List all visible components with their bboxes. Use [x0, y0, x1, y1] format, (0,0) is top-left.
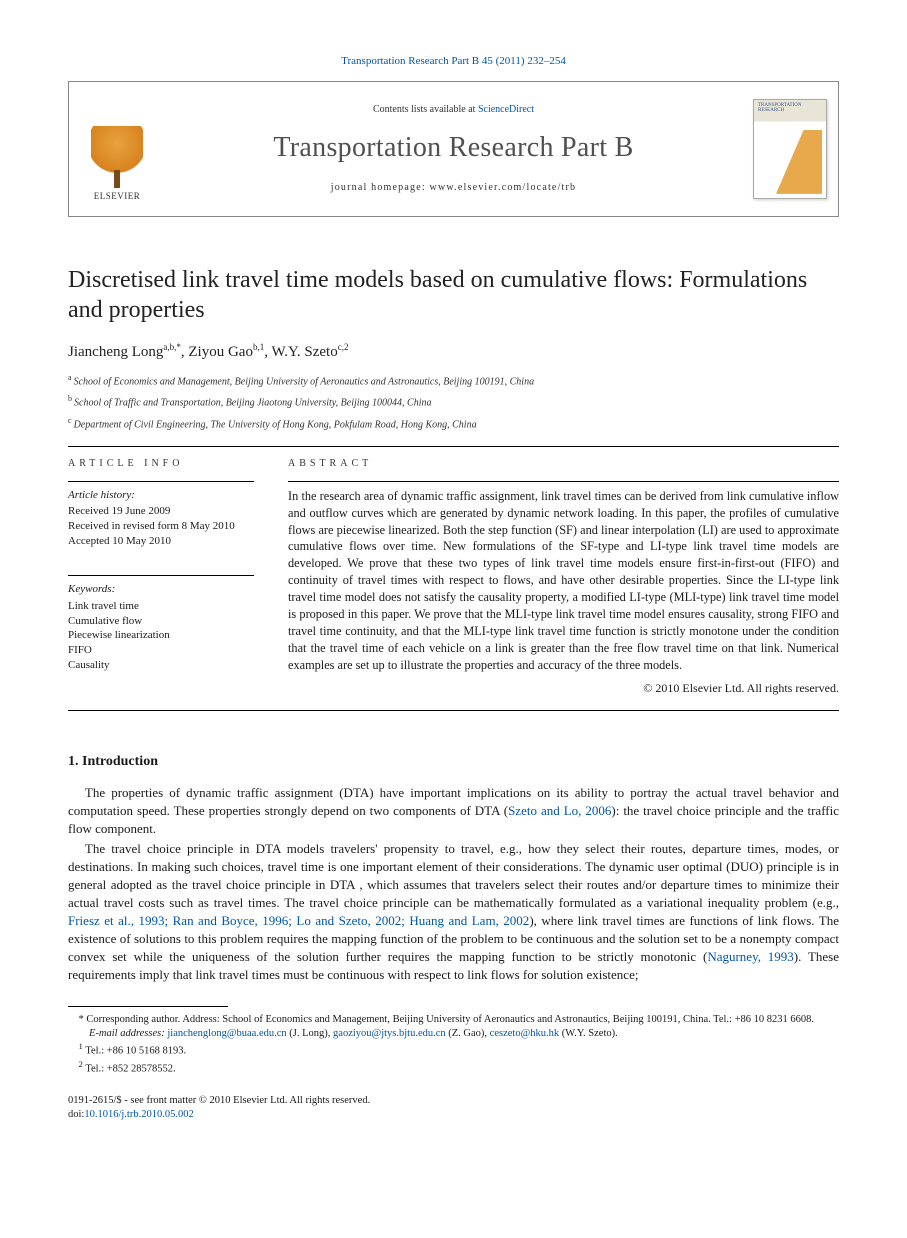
publisher-logo-box: ELSEVIER — [69, 82, 165, 216]
footnote-corresponding: * Corresponding author. Address: School … — [68, 1013, 839, 1027]
abstract-rule — [288, 481, 839, 482]
aff-a-sup: a — [68, 373, 72, 382]
page: Transportation Research Part B 45 (2011)… — [0, 0, 907, 1163]
history-received: Received 19 June 2009 — [68, 504, 254, 519]
history-revised: Received in revised form 8 May 2010 — [68, 519, 254, 534]
aff-c-sup: c — [68, 416, 72, 425]
footnote-tel-2: 2 Tel.: +852 28578552. — [68, 1059, 839, 1077]
doi-label: doi: — [68, 1109, 84, 1120]
author-1: Jiancheng Long — [68, 344, 163, 360]
journal-name: Transportation Research Part B — [273, 129, 633, 167]
abstract-text: In the research area of dynamic traffic … — [288, 488, 839, 675]
section-1-heading: 1. Introduction — [68, 753, 839, 772]
abstract-column: abstract In the research area of dynamic… — [288, 457, 839, 696]
history-label: Article history: — [68, 488, 254, 503]
elsevier-logo[interactable]: ELSEVIER — [81, 126, 153, 208]
email-2[interactable]: gaoziyou@jtys.bjtu.edu.cn — [333, 1028, 446, 1039]
footnote-tel-1: 1 Tel.: +86 10 5168 8193. — [68, 1041, 839, 1059]
abstract-copyright: © 2010 Elsevier Ltd. All rights reserved… — [288, 680, 839, 696]
author-2: Ziyou Gao — [188, 344, 253, 360]
cite-friesz-etal[interactable]: Friesz et al., 1993; Ran and Boyce, 1996… — [68, 913, 529, 928]
journal-cover-thumbnail[interactable]: TRANSPORTATION RESEARCH — [753, 99, 827, 199]
issn-line: 0191-2615/$ - see front matter © 2010 El… — [68, 1094, 839, 1108]
contents-prefix: Contents lists available at — [373, 104, 478, 115]
footnote-emails: E-mail addresses: jianchenglong@buaa.edu… — [68, 1027, 839, 1041]
journal-ref: Transportation Research Part B 45 (2011)… — [341, 55, 566, 67]
aff-b-sup: b — [68, 394, 72, 403]
email-1[interactable]: jianchenglong@buaa.edu.cn — [167, 1028, 286, 1039]
authors-line: Jiancheng Longa,b,*, Ziyou Gaob,1, W.Y. … — [68, 341, 839, 362]
doi-link[interactable]: 10.1016/j.trb.2010.05.002 — [84, 1109, 193, 1120]
sciencedirect-link[interactable]: ScienceDirect — [478, 104, 534, 115]
footer-block: 0191-2615/$ - see front matter © 2010 El… — [68, 1094, 839, 1122]
email-2-who: (Z. Gao), — [446, 1028, 490, 1039]
publisher-name: ELSEVIER — [94, 190, 141, 202]
email-3[interactable]: ceszeto@hku.hk — [490, 1028, 559, 1039]
email-label: E-mail addresses: — [89, 1028, 167, 1039]
article-info-column: article info Article history: Received 1… — [68, 457, 254, 696]
intro-para-1: The properties of dynamic traffic assign… — [68, 784, 839, 838]
cite-nagurney-1993[interactable]: Nagurney, 1993 — [707, 949, 793, 964]
intro-para-2: The travel choice principle in DTA model… — [68, 840, 839, 984]
cover-road-graphic — [776, 130, 822, 194]
homepage-url[interactable]: www.elsevier.com/locate/trb — [430, 182, 577, 193]
aff-c-text: Department of Civil Engineering, The Uni… — [74, 419, 477, 430]
running-head: Transportation Research Part B 45 (2011)… — [68, 54, 839, 69]
aff-a-text: School of Economics and Management, Beij… — [74, 376, 535, 387]
email-3-who: (W.Y. Szeto). — [559, 1028, 618, 1039]
elsevier-tree-icon — [91, 126, 143, 184]
footnotes-rule — [68, 1006, 228, 1007]
author-1-sup: a,b,* — [163, 342, 181, 352]
contents-available-line: Contents lists available at ScienceDirec… — [373, 103, 534, 117]
abstract-heading: abstract — [288, 457, 839, 471]
divider-top — [68, 446, 839, 447]
fn2-text: Tel.: +852 28578552. — [85, 1063, 175, 1074]
cite-szeto-lo-2006[interactable]: Szeto and Lo, 2006 — [508, 803, 611, 818]
email-1-who: (J. Long), — [287, 1028, 333, 1039]
keyword-4: FIFO — [68, 643, 254, 658]
homepage-prefix: journal homepage: — [331, 182, 430, 193]
divider-bottom — [68, 710, 839, 711]
affiliation-c: cDepartment of Civil Engineering, The Un… — [68, 415, 839, 432]
info-abstract-row: article info Article history: Received 1… — [68, 457, 839, 696]
banner-center: Contents lists available at ScienceDirec… — [165, 82, 742, 216]
author-3: W.Y. Szeto — [271, 344, 337, 360]
doi-line: doi:10.1016/j.trb.2010.05.002 — [68, 1108, 839, 1122]
info-rule-1 — [68, 481, 254, 482]
aff-b-text: School of Traffic and Transportation, Be… — [74, 398, 432, 409]
affiliation-b: bSchool of Traffic and Transportation, B… — [68, 393, 839, 410]
keyword-2: Cumulative flow — [68, 614, 254, 629]
article-title: Discretised link travel time models base… — [68, 265, 839, 325]
author-3-sup: c,2 — [338, 342, 349, 352]
journal-banner: ELSEVIER Contents lists available at Sci… — [68, 81, 839, 217]
history-accepted: Accepted 10 May 2010 — [68, 534, 254, 549]
fn1-text: Tel.: +86 10 5168 8193. — [85, 1045, 186, 1056]
keyword-5: Causality — [68, 658, 254, 673]
affiliation-a: aSchool of Economics and Management, Bei… — [68, 372, 839, 389]
article-info-heading: article info — [68, 457, 254, 471]
author-2-sup: b,1 — [253, 342, 264, 352]
journal-homepage-line: journal homepage: www.elsevier.com/locat… — [331, 181, 577, 195]
p2-a: The travel choice principle in DTA model… — [68, 841, 839, 910]
cover-title: TRANSPORTATION RESEARCH — [758, 103, 822, 114]
cover-thumb-box: TRANSPORTATION RESEARCH — [742, 82, 838, 216]
keyword-1: Link travel time — [68, 599, 254, 614]
info-rule-2 — [68, 575, 254, 576]
keyword-3: Piecewise linearization — [68, 628, 254, 643]
keywords-label: Keywords: — [68, 582, 254, 597]
